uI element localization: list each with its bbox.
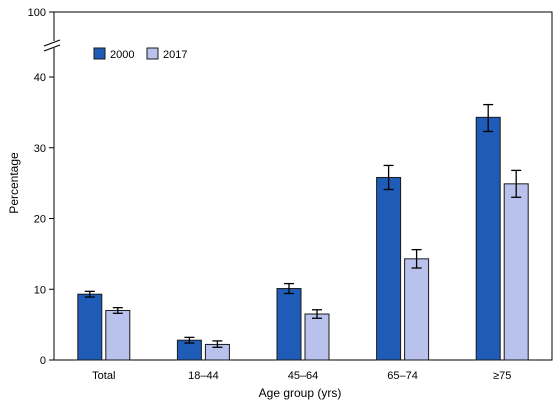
axis-break-gap — [44, 41, 64, 48]
bar-2000 — [376, 176, 402, 361]
x-tick-label: Total — [92, 370, 115, 382]
x-tick-label: 45–64 — [288, 370, 319, 382]
y-tick-label: 40 — [34, 72, 46, 84]
y-tick-label: 30 — [34, 143, 46, 155]
y-tick-label: 20 — [34, 214, 46, 226]
bar-2000 — [77, 293, 103, 361]
legend-label-2000: 2000 — [110, 49, 134, 61]
y-tick-label: 10 — [34, 284, 46, 296]
y-tick-label: 100 — [28, 7, 46, 19]
x-tick-label: 18–44 — [188, 370, 219, 382]
plot-frame — [53, 11, 553, 361]
bar-2000 — [475, 116, 501, 361]
bar-2017 — [404, 258, 430, 361]
axis-break-mark — [43, 44, 61, 52]
x-axis-title: Age group (yrs) — [259, 386, 342, 400]
x-tick-label: 65–74 — [387, 370, 418, 382]
bar-2000 — [276, 288, 302, 361]
axis-break-mark — [43, 39, 61, 47]
bar-2017 — [503, 183, 529, 361]
bar-2017 — [105, 309, 131, 361]
legend-label-2017: 2017 — [163, 49, 187, 61]
legend-swatch-2017 — [146, 47, 159, 60]
x-tick-label: ≥75 — [493, 370, 511, 382]
y-tick-label: 0 — [40, 355, 46, 367]
y-axis-title: Percentage — [7, 152, 21, 214]
legend-swatch-2000 — [93, 47, 106, 60]
bar-2017 — [304, 313, 330, 361]
